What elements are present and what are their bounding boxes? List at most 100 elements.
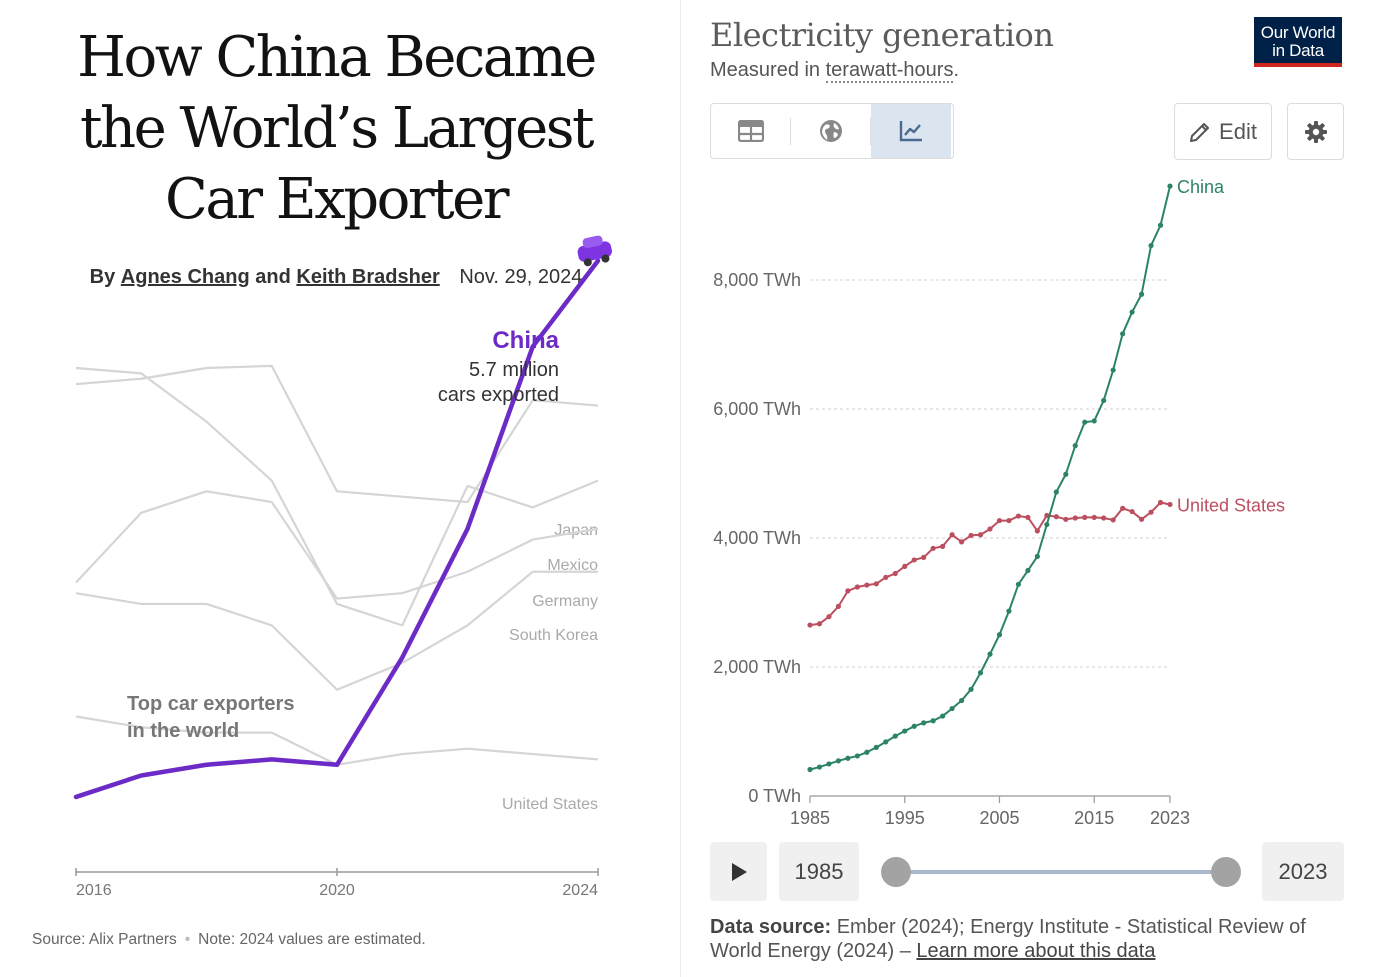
x-tick-label-1985: 1985 [790, 808, 830, 828]
series-point-united-states-2021 [1148, 509, 1154, 515]
china-annotation-label: China [492, 327, 559, 354]
series-point-united-states-1999 [940, 543, 946, 549]
footnote-note: Note: 2024 values are estimated. [198, 931, 426, 948]
timeline-end-handle[interactable] [1211, 857, 1241, 887]
series-point-united-states-1992 [873, 581, 879, 587]
car-wheel-front [601, 254, 610, 263]
y-tick-label-6-000-twh: 6,000 TWh [713, 399, 801, 419]
tab-chart[interactable] [871, 104, 951, 158]
tab-map[interactable] [791, 104, 871, 158]
series-line-japan [75, 364, 599, 504]
series-point-china-1987 [826, 761, 832, 767]
series-point-united-states-2003 [977, 532, 984, 538]
series-point-china-1994 [892, 733, 898, 739]
timeline-start-handle[interactable] [881, 857, 911, 887]
series-point-united-states-1998 [930, 545, 936, 551]
series-point-united-states-1996 [911, 557, 917, 563]
series-label-mexico: Mexico [547, 557, 598, 574]
series-point-united-states-2022 [1157, 499, 1164, 506]
tab-table[interactable] [711, 104, 791, 158]
series-point-united-states-2001 [958, 539, 965, 545]
series-label-south-korea: South Korea [509, 627, 598, 644]
series-point-united-states-1989 [845, 588, 851, 594]
series-line-china [73, 258, 601, 800]
byline-prefix: By [89, 266, 116, 288]
chart-title-line-1: Top car exporters [127, 693, 294, 715]
series-point-united-states-2009 [1034, 528, 1040, 534]
series-point-united-states-2019 [1129, 508, 1135, 515]
series-point-united-states-1986 [816, 621, 823, 627]
series-point-china-2008 [1025, 567, 1031, 574]
article-title-line-2: the World’s Largest [80, 96, 594, 161]
series-point-china-2006 [1006, 608, 1012, 614]
series-point-united-states-2013 [1072, 515, 1078, 521]
play-icon [731, 862, 747, 881]
series-point-china-2018 [1120, 331, 1126, 337]
series-point-united-states-2004 [987, 526, 993, 532]
unit-definition-link[interactable]: terawatt-hours [825, 59, 954, 83]
author-link-keith-bradsher[interactable]: Keith Bradsher [296, 266, 440, 288]
series-point-china-2017 [1110, 367, 1116, 373]
series-point-united-states-2016 [1101, 515, 1107, 521]
series-line-china [809, 185, 1171, 771]
series-point-united-states-1991 [864, 582, 870, 588]
series-point-china-1986 [816, 764, 823, 770]
series-point-china-2009 [1034, 553, 1040, 559]
series-point-china-1997 [921, 720, 927, 726]
footnote-source: Source: Alix Partners [32, 931, 177, 948]
china-annotation-line-2: cars exported [438, 384, 559, 406]
owid-logo-line-1: Our World [1260, 23, 1336, 42]
article-title: How China Became the World’s Largest Car… [40, 22, 632, 235]
data-source-label: Data source: [710, 916, 832, 938]
timeline-end-year[interactable]: 2023 [1262, 842, 1344, 901]
chart-footnote: Source: Alix Partners • Note: 2024 values … [32, 931, 426, 949]
view-tab-group [710, 103, 954, 159]
series-point-china-2011 [1053, 489, 1059, 495]
series-point-china-1988 [835, 758, 842, 764]
edit-button-label: Edit [1219, 118, 1257, 144]
x-tick-label-2005: 2005 [979, 808, 1019, 828]
series-point-china-1998 [930, 718, 936, 724]
owid-chart-panel: Electricity generation Measured in teraw… [681, 0, 1375, 977]
series-line-mexico [75, 366, 599, 627]
series-label-germany: Germany [532, 593, 598, 610]
series-point-china-1985 [807, 766, 813, 773]
series-point-united-states-2005 [996, 517, 1003, 524]
edit-button[interactable]: Edit [1174, 103, 1272, 160]
series-point-china-2012 [1063, 471, 1069, 477]
table-icon [738, 120, 764, 142]
x-tick-label-2020: 2020 [319, 882, 355, 899]
series-point-china-1992 [873, 744, 879, 750]
y-tick-label-8-000-twh: 8,000 TWh [713, 270, 801, 290]
play-button[interactable] [710, 842, 767, 901]
series-point-china-1995 [902, 728, 908, 734]
series-line-united-states [809, 501, 1171, 627]
series-point-china-1996 [911, 723, 917, 729]
series-point-china-2015 [1091, 418, 1097, 424]
series-point-united-states-2002 [968, 532, 974, 539]
series-line-south-korea [75, 570, 598, 691]
x-tick-label-2023: 2023 [1150, 808, 1190, 828]
owid-logo[interactable]: Our World in Data [1254, 17, 1342, 67]
settings-button[interactable] [1287, 103, 1344, 160]
series-point-china-2014 [1082, 419, 1088, 425]
subtitle-prefix: Measured in [710, 59, 821, 81]
x-tick-label-2015: 2015 [1074, 808, 1114, 828]
timeline-start-year[interactable]: 1985 [779, 842, 859, 901]
y-tick-label-0-twh: 0 TWh [748, 786, 801, 806]
timeline-slider-track[interactable] [897, 870, 1227, 874]
series-point-united-states-2020 [1138, 516, 1145, 522]
series-point-united-states-2015 [1091, 514, 1097, 520]
learn-more-link[interactable]: Learn more about this data [916, 940, 1156, 962]
series-point-china-2020 [1138, 291, 1145, 297]
series-point-china-2023 [1167, 183, 1173, 189]
author-link-agnes-chang[interactable]: Agnes Chang [120, 266, 250, 288]
series-point-united-states-1988 [835, 603, 842, 609]
byline: By Agnes Chang and Keith Bradsher Nov. 2… [0, 266, 672, 289]
owid-logo-line-2: in Data [1272, 41, 1324, 60]
car-roof [582, 235, 603, 249]
series-point-china-1991 [864, 749, 870, 755]
series-point-united-states-1985 [807, 622, 813, 628]
y-tick-label-2-000-twh: 2,000 TWh [713, 657, 801, 677]
